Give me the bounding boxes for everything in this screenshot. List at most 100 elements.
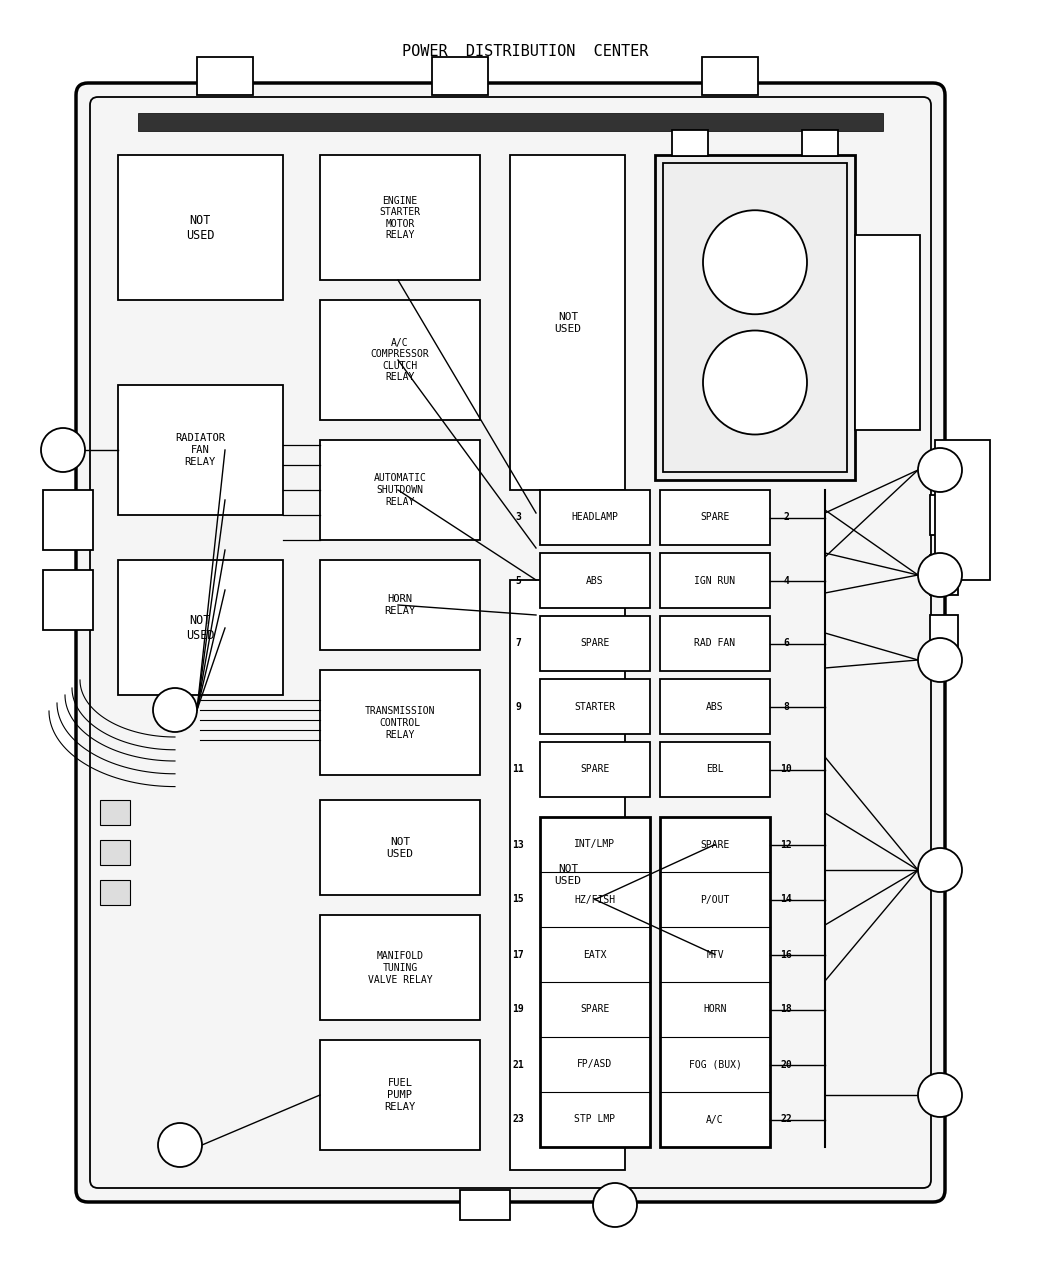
Bar — [660, 742, 770, 797]
Bar — [432, 57, 488, 96]
Text: STP LMP: STP LMP — [574, 1114, 615, 1125]
Bar — [540, 616, 650, 671]
Text: NOT
USED: NOT USED — [554, 864, 582, 886]
Text: 18: 18 — [780, 1005, 792, 1015]
Text: NOT
USED: NOT USED — [386, 838, 414, 859]
Text: FOG (BUX): FOG (BUX) — [689, 1060, 741, 1070]
Text: 3: 3 — [937, 570, 943, 580]
Circle shape — [918, 448, 962, 492]
Text: FUEL
PUMP
RELAY: FUEL PUMP RELAY — [384, 1079, 416, 1112]
Bar — [43, 570, 93, 630]
Circle shape — [153, 688, 197, 732]
Circle shape — [704, 210, 807, 314]
Bar — [320, 156, 480, 280]
Text: P/OUT: P/OUT — [700, 895, 730, 904]
Text: 8: 8 — [611, 1200, 618, 1210]
Bar — [660, 553, 770, 608]
Text: STARTER: STARTER — [574, 701, 615, 711]
Text: SPARE: SPARE — [581, 765, 610, 774]
Bar — [320, 669, 480, 775]
Text: 8: 8 — [783, 701, 789, 711]
Text: AUTOMATIC
SHUTDOWN
RELAY: AUTOMATIC SHUTDOWN RELAY — [374, 473, 426, 506]
Bar — [118, 385, 284, 515]
Text: 1: 1 — [60, 445, 66, 455]
Text: 2: 2 — [783, 513, 789, 523]
Text: NOT
USED: NOT USED — [186, 615, 214, 643]
Text: NOT
USED: NOT USED — [554, 312, 582, 334]
Bar — [660, 490, 770, 544]
Text: 17: 17 — [512, 950, 524, 960]
Text: ABS: ABS — [707, 701, 723, 711]
Text: 6: 6 — [783, 639, 789, 649]
Text: HZ/FISH: HZ/FISH — [574, 895, 615, 904]
Circle shape — [41, 428, 85, 472]
Bar — [43, 490, 93, 550]
Text: 20: 20 — [780, 1060, 792, 1070]
Bar — [660, 817, 770, 1148]
Bar — [510, 580, 625, 1170]
Text: 23: 23 — [512, 1114, 524, 1125]
Text: A/C: A/C — [707, 1114, 723, 1125]
Bar — [660, 616, 770, 671]
Bar — [540, 680, 650, 734]
FancyBboxPatch shape — [76, 83, 945, 1202]
Bar — [100, 799, 130, 825]
Bar — [118, 156, 284, 300]
Text: FP/ASD: FP/ASD — [578, 1060, 612, 1070]
Bar — [930, 555, 958, 595]
Bar — [100, 840, 130, 864]
Text: HEADLAMP: HEADLAMP — [571, 513, 618, 523]
Text: 7: 7 — [937, 864, 943, 875]
Bar — [100, 880, 130, 905]
Text: 15: 15 — [512, 895, 524, 904]
Text: SPARE: SPARE — [581, 1005, 610, 1015]
Text: 10: 10 — [780, 765, 792, 774]
Circle shape — [918, 1074, 962, 1117]
Bar — [930, 615, 958, 655]
Bar — [655, 156, 855, 479]
Text: EBL: EBL — [707, 765, 723, 774]
Text: EATX: EATX — [583, 950, 607, 960]
Bar — [320, 1040, 480, 1150]
Bar — [320, 300, 480, 419]
Bar — [320, 560, 480, 650]
Bar — [930, 495, 958, 536]
Text: 6: 6 — [937, 1090, 943, 1100]
Bar — [934, 440, 990, 580]
Bar — [540, 553, 650, 608]
Text: ABS: ABS — [586, 575, 604, 585]
Text: 19: 19 — [512, 1005, 524, 1015]
Bar — [197, 57, 253, 96]
Bar — [663, 163, 847, 472]
Text: POWER  DISTRIBUTION  CENTER: POWER DISTRIBUTION CENTER — [402, 45, 648, 60]
Text: 3: 3 — [516, 513, 521, 523]
Text: 7: 7 — [516, 639, 521, 649]
Text: SPARE: SPARE — [581, 639, 610, 649]
Bar — [672, 130, 708, 156]
Text: 4: 4 — [783, 575, 789, 585]
Circle shape — [593, 1183, 637, 1227]
Text: RADIATOR
FAN
RELAY: RADIATOR FAN RELAY — [175, 434, 225, 467]
Bar — [320, 440, 480, 541]
Circle shape — [158, 1123, 202, 1167]
Bar — [855, 235, 920, 430]
Text: NOT
USED: NOT USED — [186, 214, 214, 242]
Circle shape — [704, 330, 807, 435]
Circle shape — [918, 638, 962, 682]
Bar — [702, 57, 758, 96]
Text: SPARE: SPARE — [700, 513, 730, 523]
Text: 9: 9 — [516, 701, 521, 711]
Text: HORN
RELAY: HORN RELAY — [384, 594, 416, 616]
Text: SPARE: SPARE — [700, 839, 730, 849]
Text: 2: 2 — [171, 705, 178, 715]
Bar — [320, 799, 480, 895]
Text: MTV: MTV — [707, 950, 723, 960]
Text: A/C
COMPRESSOR
CLUTCH
RELAY: A/C COMPRESSOR CLUTCH RELAY — [371, 338, 429, 382]
Text: RAD FAN: RAD FAN — [694, 639, 736, 649]
Text: IGN RUN: IGN RUN — [694, 575, 736, 585]
Text: HORN: HORN — [704, 1005, 727, 1015]
Text: INT/LMP: INT/LMP — [574, 839, 615, 849]
Bar — [460, 1190, 510, 1220]
Text: 14: 14 — [780, 895, 792, 904]
Bar — [540, 742, 650, 797]
